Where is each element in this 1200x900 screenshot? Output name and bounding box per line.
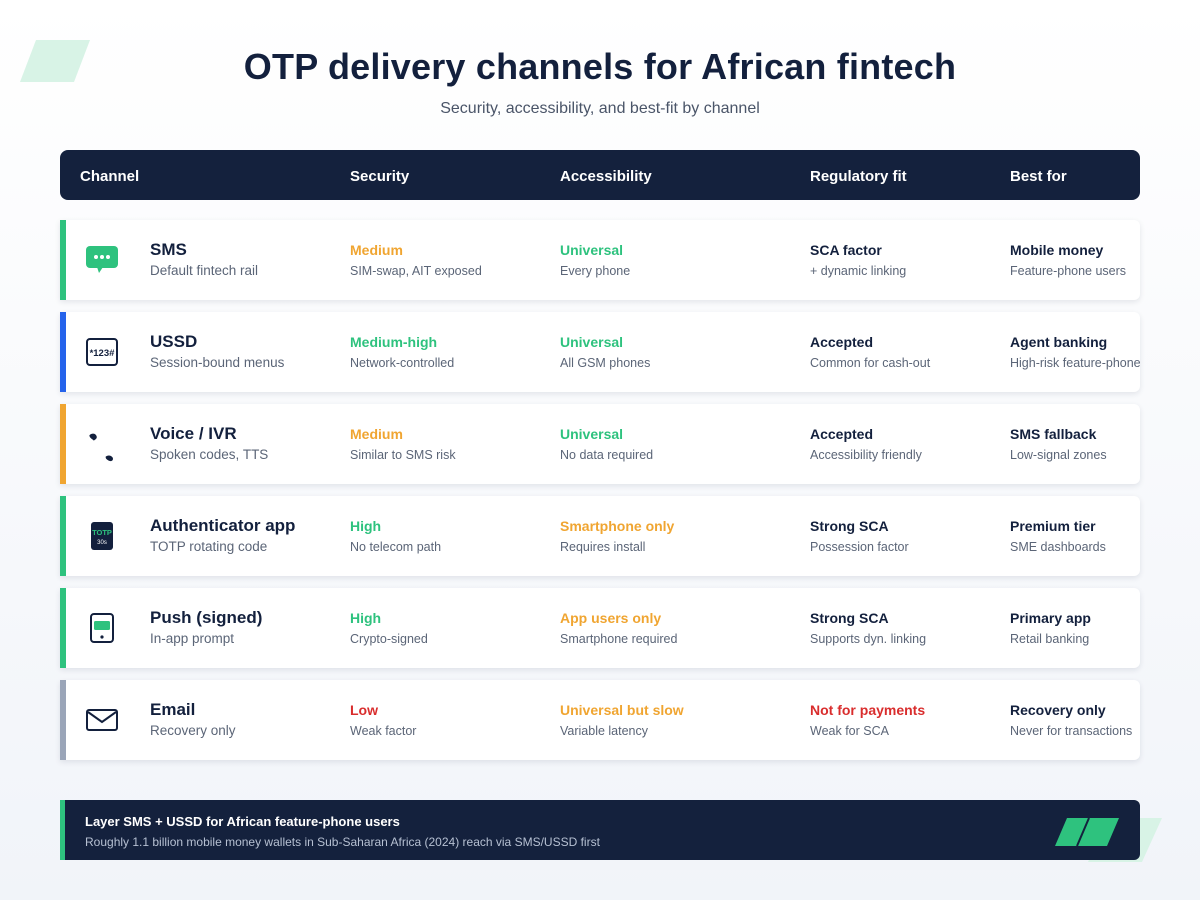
channel-description: TOTP rotating code — [150, 539, 268, 554]
table-row: *123# USSD Session-bound menus Medium-hi… — [60, 312, 1141, 392]
accessibility-rating: Universal — [560, 242, 624, 258]
table-header: Channel Security Accessibility Regulator… — [60, 150, 1140, 200]
regulatory-fit: Accepted — [810, 334, 874, 350]
page-title: OTP delivery channels for African fintec… — [243, 46, 957, 87]
best-for: Recovery only — [1010, 702, 1106, 718]
security-rating: High — [350, 610, 382, 626]
header-channel: Channel — [80, 168, 140, 185]
regulatory-fit: Strong SCA — [810, 518, 889, 534]
best-for: Mobile money — [1010, 242, 1104, 258]
security-rating: Low — [350, 702, 378, 718]
page-subtitle: Security, accessibility, and best-fit by… — [440, 100, 760, 117]
phone-handset-icon — [84, 426, 120, 466]
best-for-note: Feature-phone users — [1010, 264, 1127, 278]
decorative-parallelogram — [20, 40, 90, 82]
regulatory-note: Accessibility friendly — [810, 448, 922, 462]
header-best-for: Best for — [1010, 168, 1067, 185]
accessibility-note: Variable latency — [560, 724, 649, 738]
accessibility-rating: Universal but slow — [560, 702, 684, 718]
table-row: Push (signed) In-app prompt High Crypto-… — [60, 588, 1140, 668]
regulatory-fit: SCA factor — [810, 242, 882, 258]
regulatory-fit: Accepted — [810, 426, 874, 442]
accessibility-rating: Universal — [560, 426, 624, 442]
accessibility-note: Every phone — [560, 264, 631, 278]
regulatory-note: Possession factor — [810, 540, 909, 554]
channel-description: Session-bound menus — [150, 355, 285, 370]
security-rating: Medium — [350, 242, 403, 258]
security-rating: High — [350, 518, 382, 534]
totp-label-text: TOTP — [92, 528, 112, 537]
ussd-code-text: *123# — [90, 348, 116, 359]
best-for: Premium tier — [1010, 518, 1096, 534]
footer-title: Layer SMS + USSD for African feature-pho… — [85, 814, 400, 829]
best-for-note: Low-signal zones — [1010, 448, 1107, 462]
security-note: No telecom path — [350, 540, 442, 554]
footer-callout: Layer SMS + USSD for African feature-pho… — [60, 800, 1140, 860]
accessibility-note: No data required — [560, 448, 654, 462]
regulatory-fit: Strong SCA — [810, 610, 889, 626]
best-for-note: High-risk feature-phone — [1010, 356, 1141, 370]
accessibility-note: Requires install — [560, 540, 646, 554]
security-note: Weak factor — [350, 724, 417, 738]
channel-description: Default fintech rail — [150, 263, 259, 278]
channel-description: Spoken codes, TTS — [150, 447, 269, 462]
table-row: Email Recovery only Low Weak factor Univ… — [60, 680, 1140, 760]
footer-subtitle: Roughly 1.1 billion mobile money wallets… — [85, 835, 600, 849]
security-rating: Medium-high — [350, 334, 438, 350]
table-row: SMS Default fintech rail Medium SIM-swap… — [60, 220, 1140, 300]
accessibility-note: All GSM phones — [560, 356, 651, 370]
channel-name: USSD — [150, 332, 198, 351]
table-row: TOTP 30s Authenticator app TOTP rotating… — [60, 496, 1140, 576]
regulatory-note: + dynamic linking — [810, 264, 907, 278]
best-for: Primary app — [1010, 610, 1091, 626]
accessibility-rating: Smartphone only — [560, 518, 675, 534]
header-regulatory-fit: Regulatory fit — [810, 168, 907, 185]
ussd-code-icon: *123# — [84, 336, 120, 368]
table-row: Voice / IVR Spoken codes, TTS Medium Sim… — [60, 404, 1140, 484]
channel-name: Voice / IVR — [150, 424, 237, 443]
header-security: Security — [350, 168, 410, 185]
channel-name: Push (signed) — [150, 608, 263, 627]
security-note: Network-controlled — [350, 356, 455, 370]
regulatory-fit: Not for payments — [810, 702, 926, 718]
email-envelope-icon — [84, 704, 120, 736]
channel-description: In-app prompt — [150, 631, 235, 646]
best-for-note: Never for transactions — [1010, 724, 1133, 738]
totp-timer-text: 30s — [97, 540, 107, 546]
best-for: SMS fallback — [1010, 426, 1097, 442]
channel-name: SMS — [150, 240, 187, 259]
regulatory-note: Weak for SCA — [810, 724, 889, 738]
accessibility-note: Smartphone required — [560, 632, 678, 646]
best-for: Agent banking — [1010, 334, 1108, 350]
security-note: Crypto-signed — [350, 632, 428, 646]
totp-app-icon: TOTP 30s — [84, 520, 120, 552]
security-note: Similar to SMS risk — [350, 448, 456, 462]
security-note: SIM-swap, AIT exposed — [350, 264, 482, 278]
footer-decorative-parallelogram — [1055, 818, 1119, 846]
push-phone-icon — [84, 612, 120, 644]
best-for-note: Retail banking — [1010, 632, 1090, 646]
accessibility-rating: App users only — [560, 610, 662, 626]
sms-bubble-icon — [84, 244, 120, 276]
channel-description: Recovery only — [150, 723, 236, 738]
best-for-note: SME dashboards — [1010, 540, 1106, 554]
accessibility-rating: Universal — [560, 334, 624, 350]
regulatory-note: Common for cash-out — [810, 356, 931, 370]
channel-name: Authenticator app — [150, 516, 296, 535]
header-accessibility: Accessibility — [560, 168, 652, 185]
security-rating: Medium — [350, 426, 403, 442]
channel-name: Email — [150, 700, 196, 719]
regulatory-note: Supports dyn. linking — [810, 632, 927, 646]
